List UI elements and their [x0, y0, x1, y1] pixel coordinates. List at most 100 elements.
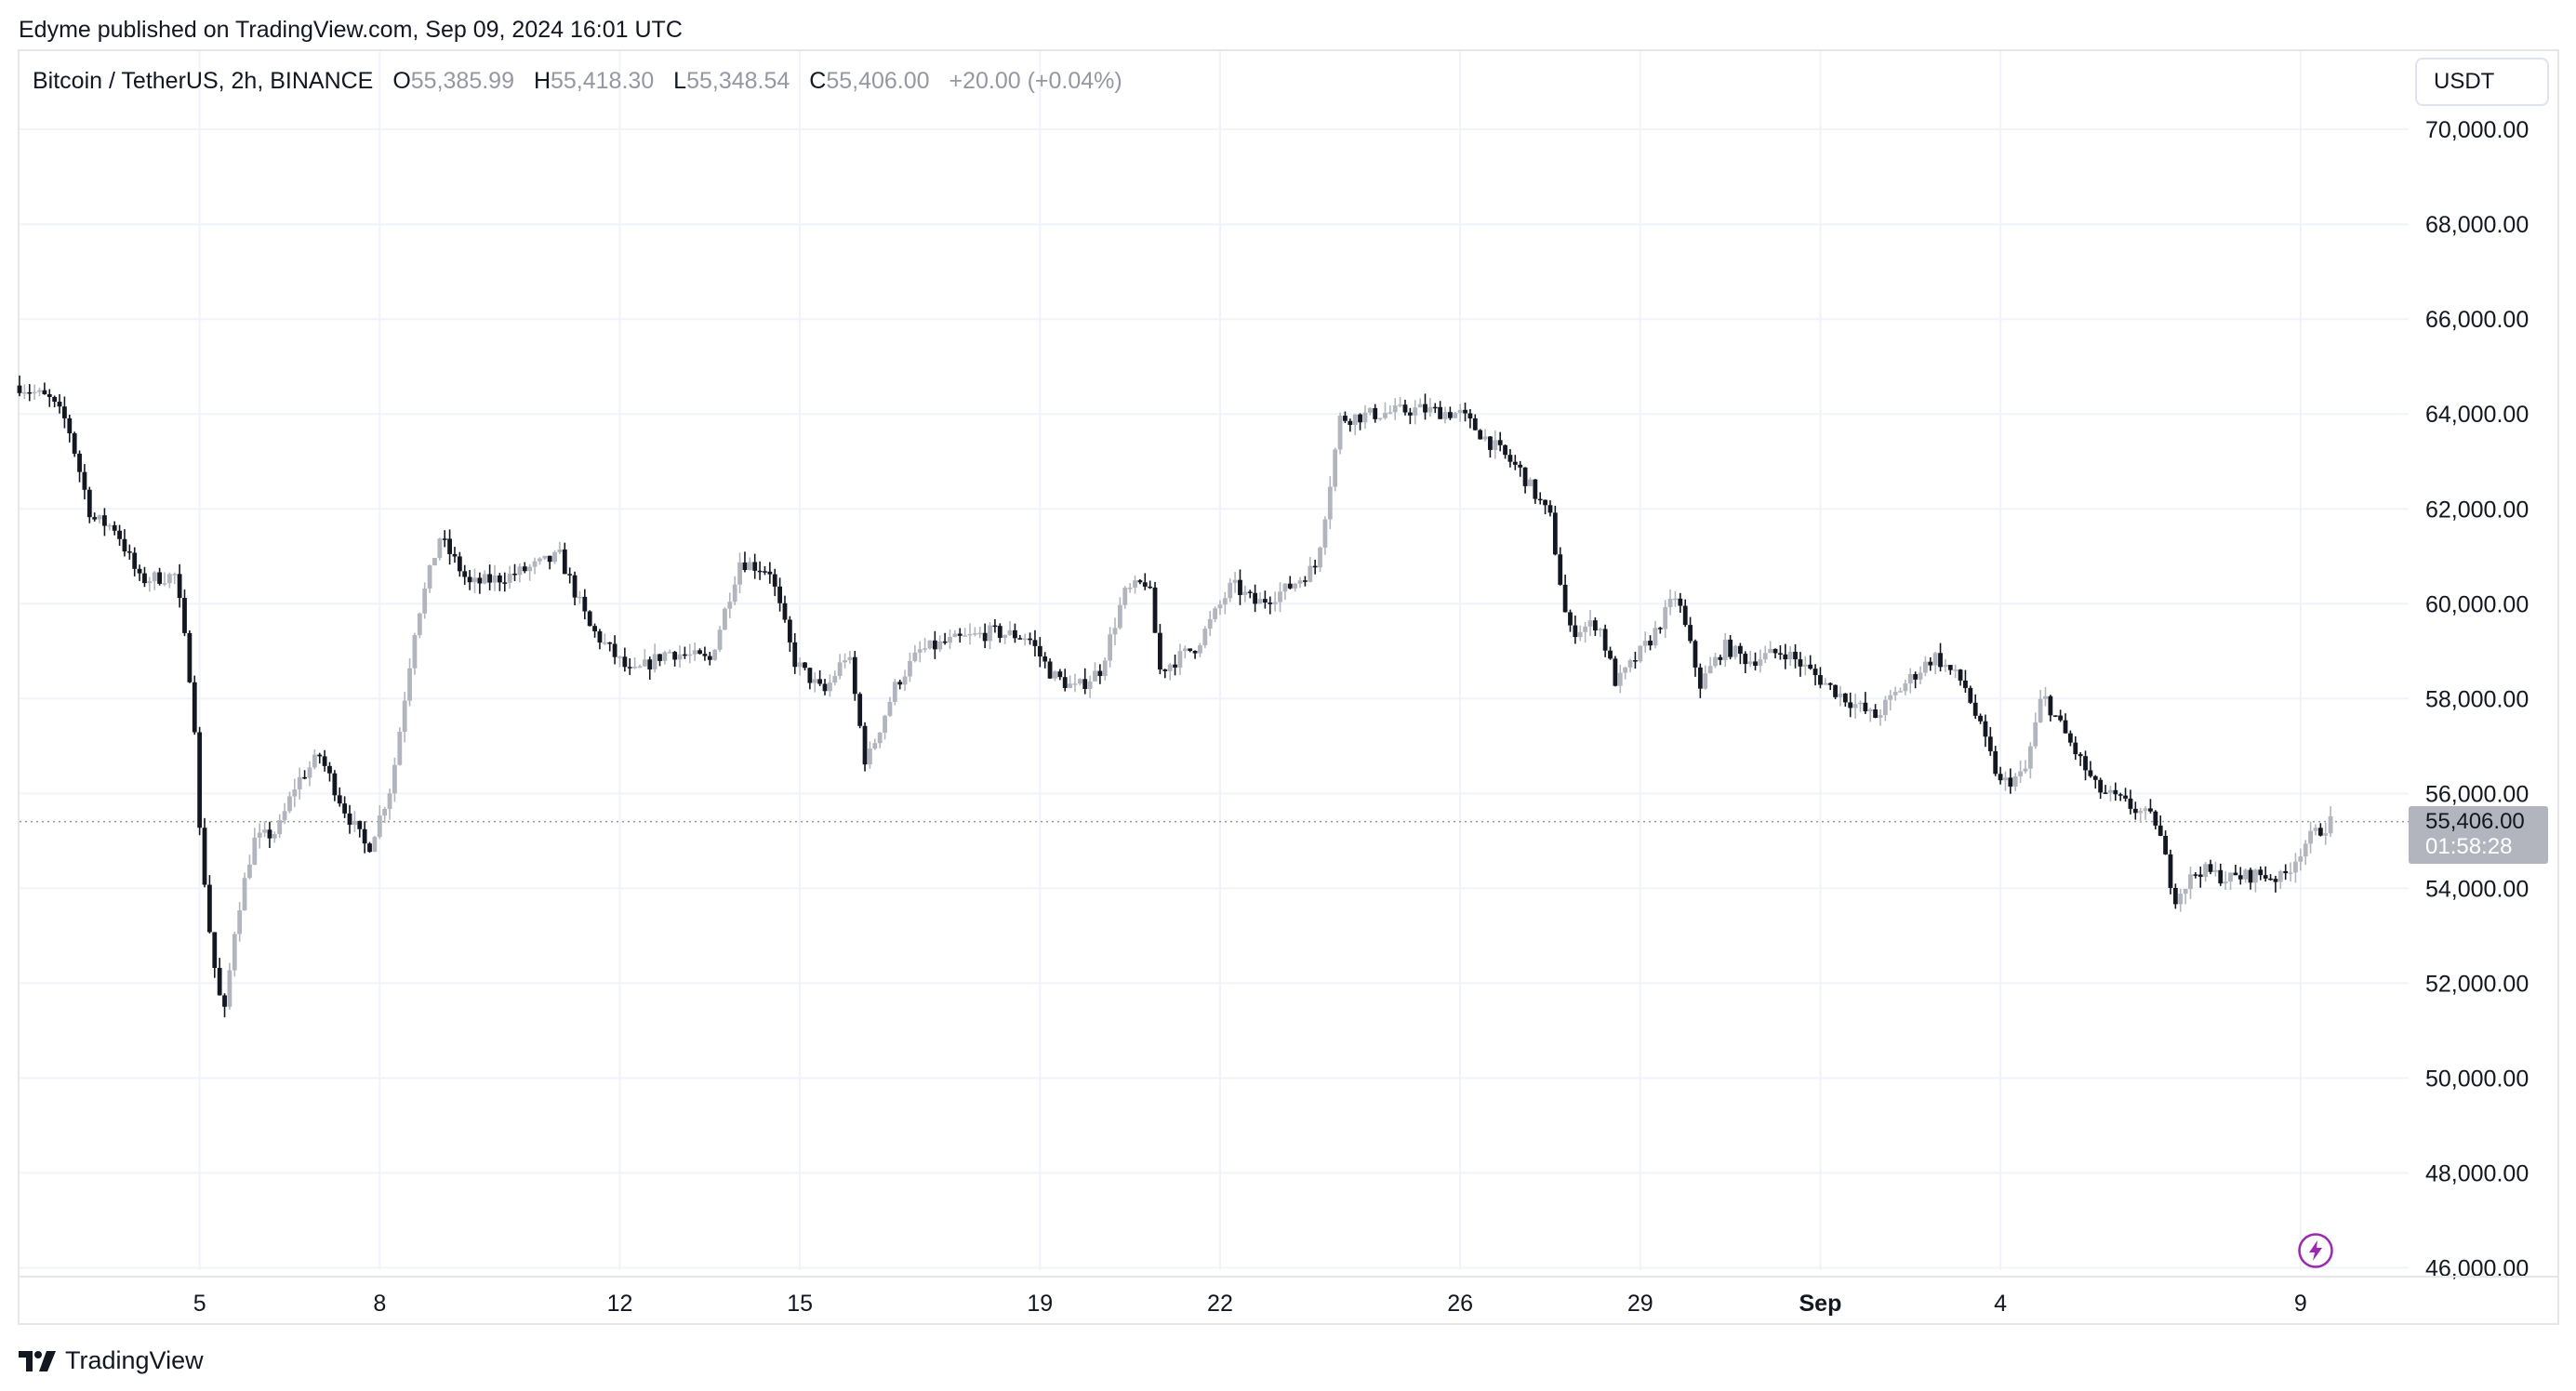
candle-body: [2033, 722, 2038, 747]
candle-body: [2027, 746, 2033, 769]
candle-body: [157, 572, 163, 584]
candle-body: [1522, 467, 1528, 486]
candle-body: [1348, 420, 1353, 425]
candle-body: [2018, 771, 2023, 776]
candle-body: [1673, 598, 1678, 601]
candle-body: [963, 635, 968, 637]
candle-body: [522, 566, 527, 572]
candle-body: [1167, 664, 1173, 671]
candle-body: [2277, 870, 2283, 882]
candle-body: [487, 574, 493, 583]
candle-body: [407, 668, 412, 701]
candle-body: [2098, 779, 2104, 793]
candle-body: [1938, 653, 1943, 668]
candle-body: [817, 679, 823, 684]
candle-body: [717, 629, 723, 650]
candle-body: [172, 574, 178, 576]
time-axis[interactable]: 5 8 12 15 19 22 26 29 Sep 4 9: [20, 1276, 2559, 1317]
candle-body: [572, 575, 578, 598]
candle-body: [467, 576, 472, 583]
candle-body: [1707, 666, 1713, 674]
candle-body: [977, 632, 983, 635]
candle-body: [2052, 715, 2058, 717]
candle-body: [2103, 792, 2108, 794]
candle-body: [397, 732, 403, 765]
candle-body: [1423, 404, 1427, 413]
price-tick-label: 56,000.00: [2425, 781, 2529, 807]
candle-body: [267, 829, 272, 839]
candle-body: [2063, 720, 2068, 734]
candle-body: [2298, 856, 2304, 862]
candle-body: [542, 555, 548, 559]
candle-body: [2012, 775, 2018, 787]
candle-body: [1648, 641, 1653, 646]
candle-body: [632, 667, 638, 669]
candle-body: [837, 662, 843, 677]
high-value: 55,418.30: [551, 68, 655, 94]
candle-body: [1383, 412, 1388, 418]
candle-body: [417, 613, 422, 636]
candle-body: [1562, 584, 1568, 613]
candle-body: [832, 676, 838, 683]
lightning-icon[interactable]: [2297, 1232, 2334, 1269]
candle-body: [1928, 661, 1933, 666]
candle-body: [1262, 599, 1268, 603]
candle-body: [2058, 715, 2064, 721]
candle-body: [1737, 645, 1743, 655]
candle-body: [1097, 670, 1103, 676]
candle-body: [2317, 828, 2323, 836]
candle-body: [763, 571, 767, 573]
candle-body: [312, 754, 317, 768]
candle-body: [142, 573, 147, 584]
candle-body: [1882, 699, 1888, 715]
price-tick-label: 70,000.00: [2425, 117, 2529, 143]
candle-body: [2073, 742, 2078, 755]
candle-body: [137, 568, 142, 574]
price-tick-label: 68,000.00: [2425, 212, 2529, 238]
candle-body: [1162, 669, 1168, 671]
candle-body: [1352, 414, 1358, 425]
candle-body: [1287, 583, 1293, 589]
candle-body: [2208, 864, 2213, 872]
candle-body: [342, 803, 348, 814]
candle-body: [217, 967, 222, 996]
candle-body: [102, 515, 107, 526]
candle-body: [17, 385, 22, 393]
currency-button[interactable]: USDT: [2415, 58, 2549, 106]
candle-body: [277, 820, 283, 835]
candle-body: [2212, 869, 2218, 872]
candle-body: [1922, 661, 1928, 673]
candle-body: [532, 561, 538, 567]
candle-body: [492, 575, 498, 583]
candle-body: [2218, 869, 2224, 884]
candle-body: [1272, 602, 1278, 604]
candle-body: [1963, 680, 1968, 688]
last-price-value: 55,406.00: [2425, 809, 2525, 834]
candle-body: [1478, 430, 1483, 440]
candle-body: [892, 682, 897, 702]
candle-body: [1758, 659, 1763, 667]
candle-body: [2078, 754, 2083, 757]
candle-body: [1762, 653, 1768, 660]
candle-body: [1278, 591, 1282, 603]
candle-body: [482, 574, 487, 584]
candle-body: [152, 572, 157, 582]
tradingview-logo[interactable]: TradingView: [19, 1346, 204, 1375]
price-axis[interactable]: 70,000.00 68,000.00 66,000.00 64,000.00 62,0…: [2425, 117, 2529, 1281]
candle-body: [2263, 875, 2268, 879]
candle-body: [1343, 416, 1348, 421]
candle-body: [357, 820, 363, 829]
candle-body: [262, 829, 267, 833]
candle-body: [538, 558, 542, 562]
candle-body: [1913, 674, 1919, 680]
candle-body: [803, 662, 807, 669]
candle-body: [1743, 654, 1748, 665]
candle-body: [1222, 598, 1228, 605]
candle-body: [1337, 416, 1343, 450]
candle-body: [1308, 565, 1313, 582]
candle-body: [1322, 519, 1328, 548]
candle-body: [1667, 598, 1673, 607]
symbol-name[interactable]: Bitcoin / TetherUS, 2h, BINANCE: [33, 68, 374, 94]
candle-body: [2123, 795, 2128, 799]
